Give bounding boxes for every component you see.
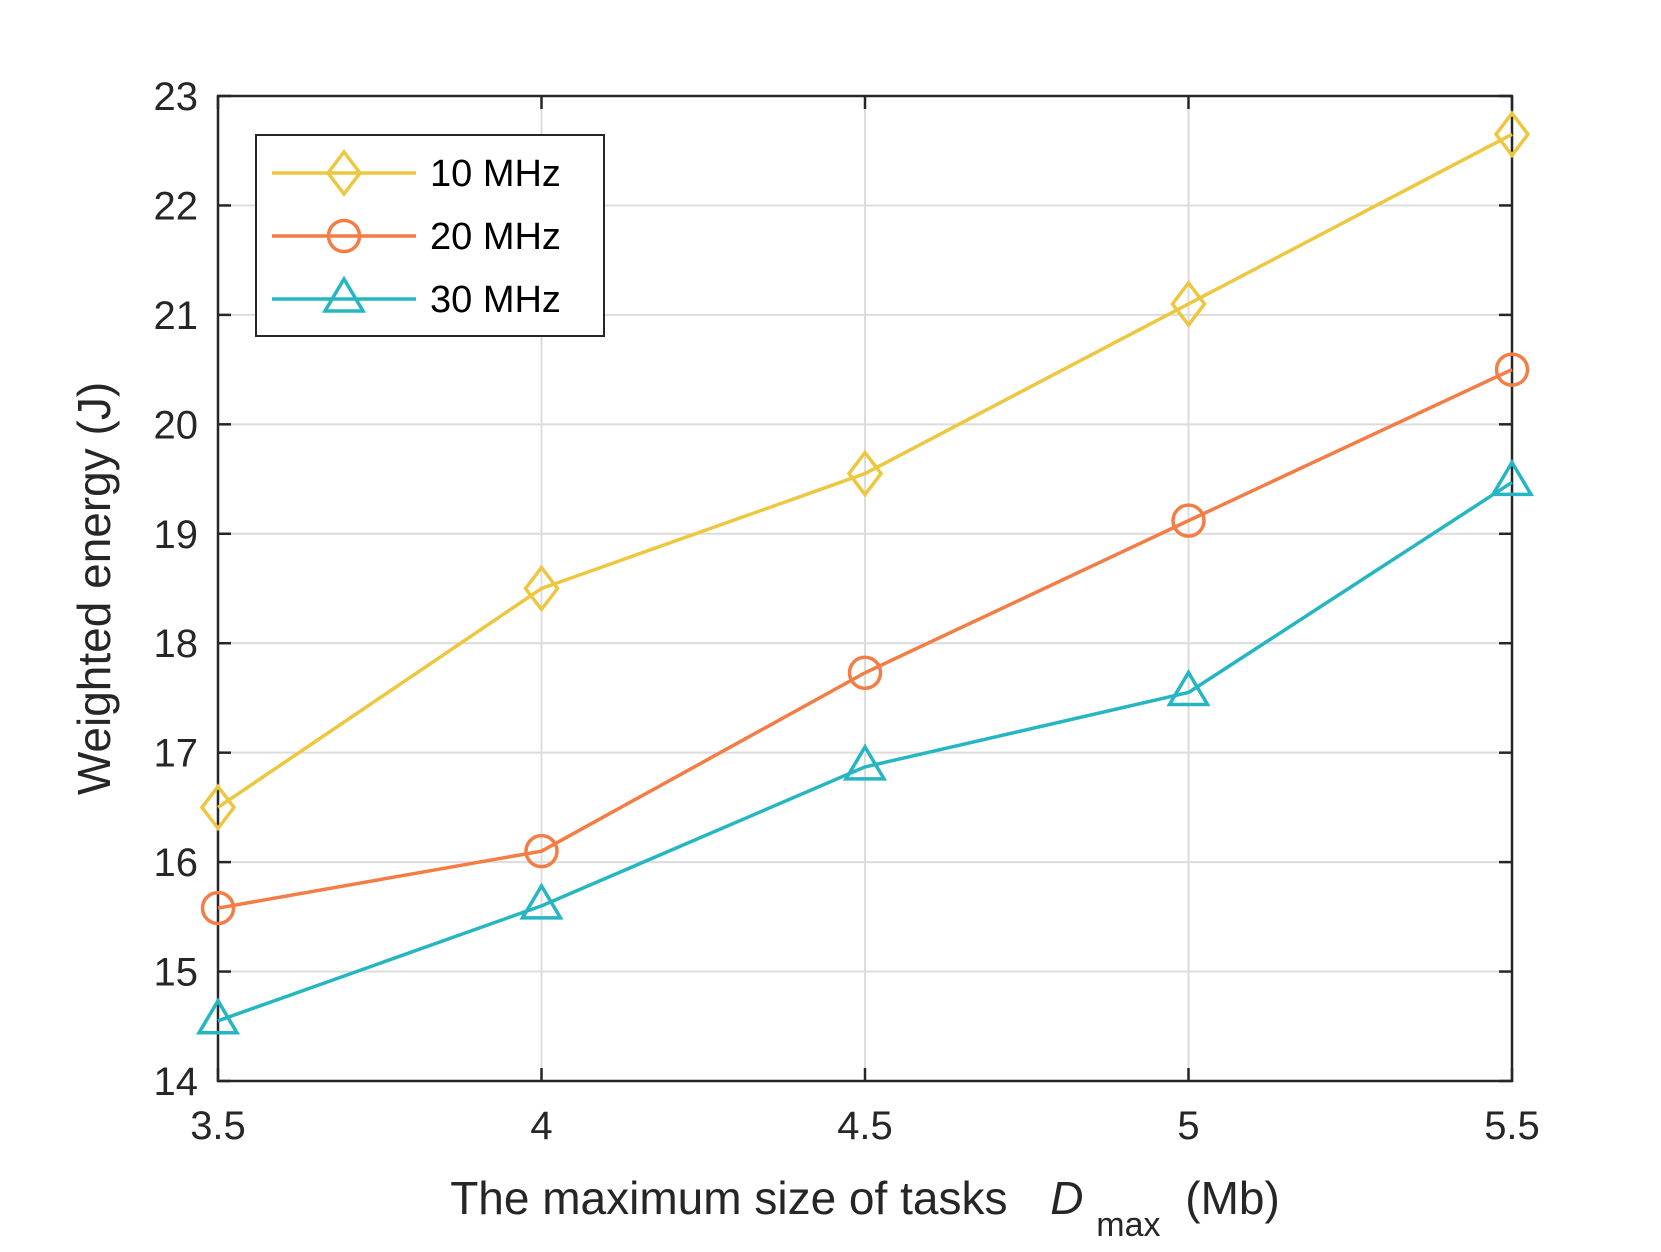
- x-axis-label-symbol: D: [1050, 1172, 1083, 1224]
- x-tick-label: 5: [1177, 1104, 1199, 1148]
- data-point-marker: [524, 833, 559, 869]
- data-point-marker: [200, 890, 236, 926]
- legend-entry: 30 MHz: [272, 275, 561, 321]
- data-point-marker: [1166, 669, 1211, 707]
- y-tick-label: 15: [154, 951, 199, 995]
- legend-swatch-marker: [321, 275, 367, 313]
- y-tick-label: 17: [154, 732, 199, 776]
- data-point-marker: [842, 743, 888, 781]
- series-line: [217, 132, 1513, 809]
- y-axis-label: Weighted energy (J): [68, 382, 120, 795]
- data-point-marker: [1170, 280, 1207, 328]
- legend-entry: 20 MHz: [272, 216, 561, 258]
- series-10-mhz: [199, 110, 1531, 832]
- legend: 10 MHz 20 MHz 30 MHz: [255, 134, 605, 337]
- series-line: [217, 480, 1513, 1023]
- legend-label: 20 MHz: [430, 216, 561, 258]
- legend-swatch-marker: [326, 218, 362, 254]
- data-point-marker: [1494, 352, 1530, 387]
- x-tick-label: 5.5: [1484, 1104, 1540, 1148]
- x-axis-label: The maximum size of tasks D max (Mb): [450, 1172, 1280, 1246]
- y-tick-labels: 14 15 16 17 18 19 20 21 22 23: [154, 75, 199, 1104]
- data-point-marker: [1489, 458, 1535, 497]
- data-point-marker: [195, 997, 241, 1035]
- series-layer: [195, 110, 1535, 1035]
- tick-marks: [216, 94, 1514, 1083]
- x-tick-label: 3.5: [190, 1104, 246, 1148]
- legend-swatch-marker: [325, 149, 363, 197]
- data-point-marker: [523, 564, 560, 613]
- data-point-marker: [1493, 110, 1531, 159]
- y-tick-label: 18: [154, 622, 199, 666]
- data-point-marker: [846, 449, 884, 498]
- y-tick-label: 22: [154, 184, 199, 228]
- y-tick-label: 20: [154, 403, 199, 447]
- series-line: [217, 368, 1513, 910]
- x-tick-label: 4: [530, 1104, 552, 1148]
- series-20-mhz: [200, 352, 1530, 926]
- y-tick-label: 14: [154, 1060, 199, 1104]
- y-tick-label: 23: [154, 75, 199, 119]
- legend-label: 10 MHz: [430, 153, 561, 195]
- series-30-mhz: [195, 458, 1535, 1035]
- y-tick-label: 16: [154, 841, 199, 885]
- data-point-marker: [199, 783, 237, 832]
- data-point-marker: [519, 882, 564, 920]
- legend-label: 30 MHz: [430, 279, 561, 321]
- y-tick-label: 21: [154, 294, 199, 338]
- x-axis-label-subscript: max: [1096, 1206, 1160, 1244]
- data-point-marker: [847, 655, 883, 691]
- y-tick-label: 19: [154, 513, 199, 557]
- x-axis-label-unit: (Mb): [1185, 1172, 1280, 1224]
- legend-entry: 10 MHz: [272, 149, 561, 197]
- x-tick-label: 4.5: [837, 1104, 893, 1148]
- x-axis-label-prefix: The maximum size of tasks: [450, 1172, 1007, 1224]
- x-tick-labels: 3.5 4 4.5 5 5.5: [190, 1104, 1540, 1148]
- data-point-marker: [1171, 503, 1206, 538]
